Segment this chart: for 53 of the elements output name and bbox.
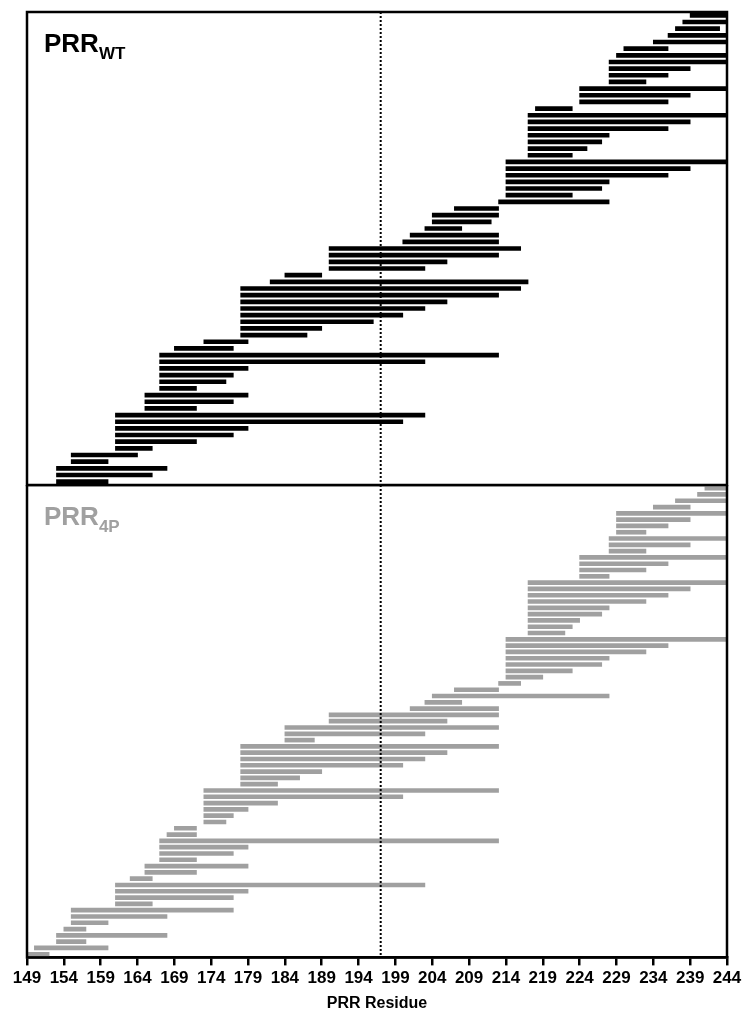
bar bbox=[608, 66, 691, 71]
bar bbox=[505, 192, 573, 198]
x-tick-label: 219 bbox=[528, 968, 557, 988]
x-tick-label: 184 bbox=[270, 968, 300, 988]
x-tick-label: 244 bbox=[712, 968, 742, 988]
x-tick-label: 209 bbox=[454, 968, 484, 988]
x-tick-label: 159 bbox=[86, 968, 115, 988]
bar bbox=[115, 426, 249, 431]
bar bbox=[454, 206, 499, 211]
bar bbox=[527, 126, 669, 131]
bar bbox=[174, 346, 234, 351]
bar bbox=[203, 339, 249, 345]
bar bbox=[115, 439, 197, 445]
bar bbox=[159, 386, 197, 391]
bar bbox=[527, 152, 573, 158]
bar bbox=[505, 186, 603, 191]
bar bbox=[431, 212, 499, 218]
bar bbox=[527, 146, 588, 151]
bar bbox=[115, 446, 153, 451]
bar bbox=[144, 406, 197, 411]
bar bbox=[409, 232, 499, 238]
x-tick-label: 149 bbox=[12, 968, 42, 988]
bar bbox=[240, 319, 374, 325]
x-tick-label: 234 bbox=[639, 968, 669, 988]
x-tick-label: 194 bbox=[344, 968, 374, 988]
bar bbox=[240, 326, 323, 331]
bar bbox=[608, 72, 669, 78]
x-tick-label: 204 bbox=[418, 968, 447, 988]
x-tick-label: 214 bbox=[491, 968, 521, 988]
x-axis-title: PRR Residue bbox=[326, 993, 428, 1011]
x-tick-label: 229 bbox=[602, 968, 631, 988]
bar bbox=[535, 106, 573, 111]
bar bbox=[579, 92, 691, 98]
bar bbox=[675, 26, 720, 31]
bar bbox=[159, 366, 249, 371]
bar bbox=[623, 46, 669, 51]
bar bbox=[70, 459, 109, 465]
x-tick-label: 199 bbox=[381, 968, 410, 988]
bar bbox=[56, 466, 168, 471]
x-tick-label: 239 bbox=[675, 968, 705, 988]
x-tick-label: 174 bbox=[197, 968, 226, 988]
bar bbox=[505, 172, 669, 178]
bar bbox=[424, 226, 463, 231]
x-tick-label: 164 bbox=[123, 968, 153, 988]
bar bbox=[159, 379, 227, 385]
bar bbox=[144, 399, 234, 405]
x-tick-label: 169 bbox=[160, 968, 189, 988]
bar bbox=[527, 132, 610, 138]
x-tick-label: 179 bbox=[233, 968, 263, 988]
x-tick-label: 189 bbox=[307, 968, 336, 988]
bar bbox=[505, 166, 691, 171]
x-tick-label: 154 bbox=[49, 968, 79, 988]
x-tick-label: 224 bbox=[565, 968, 595, 988]
